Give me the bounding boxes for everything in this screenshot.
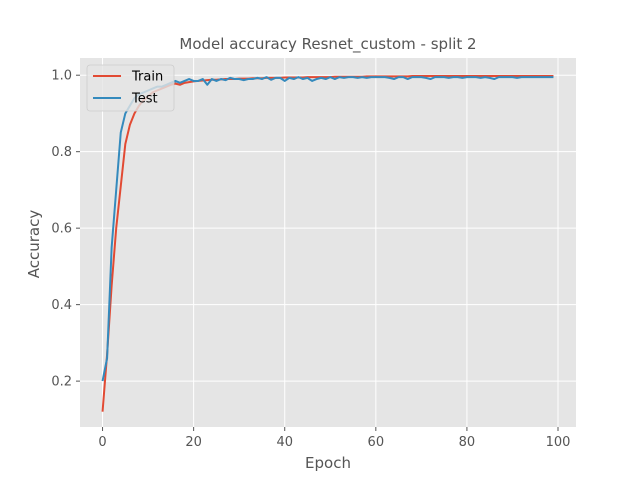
x-tick-label-2: 40 (276, 435, 293, 450)
legend: Train Test (86, 64, 175, 112)
y-tick-label-4: 1.0 (51, 69, 72, 84)
legend-label-train: Train (131, 70, 163, 85)
y-axis-ticks: 0.2 0.4 0.6 0.8 1.0 (51, 69, 80, 390)
series-line-test (101, 76, 554, 382)
x-axis-label: Epoch (305, 454, 351, 472)
chart-title: Model accuracy Resnet_custom - split 2 (179, 35, 476, 54)
x-axis-ticks: 0 20 40 60 80 100 (98, 427, 570, 450)
y-axis-label: Accuracy (25, 210, 43, 279)
x-tick-label-3: 60 (368, 435, 385, 450)
series-layer (101, 74, 554, 412)
x-tick-label-4: 80 (459, 435, 476, 450)
y-tick-label-0: 0.2 (51, 375, 72, 390)
x-tick-label-5: 100 (546, 435, 571, 450)
y-tick-label-2: 0.6 (51, 222, 72, 237)
x-tick-label-1: 20 (185, 435, 202, 450)
plot-area (80, 58, 576, 427)
y-tick-label-3: 0.8 (51, 145, 72, 160)
y-tick-label-1: 0.4 (51, 298, 72, 313)
x-tick-label-0: 0 (98, 435, 106, 450)
legend-label-test: Test (131, 92, 158, 107)
